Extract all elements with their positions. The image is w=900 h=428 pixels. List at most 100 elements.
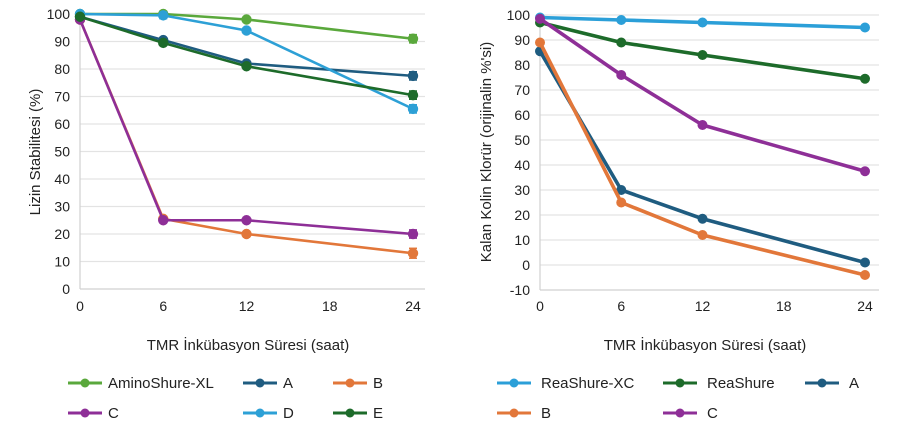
legend-item-b: B: [497, 405, 551, 422]
y-tick-label: -10: [510, 282, 530, 298]
left-x-axis-title: TMR İnkübasyon Süresi (saat): [147, 336, 350, 354]
series-line: [78, 19, 414, 236]
y-tick-label: 70: [514, 82, 530, 98]
series-line: [538, 17, 866, 173]
left-y-axis-title: Lizin Stabilitesi (%): [27, 89, 44, 216]
y-tick-label: 30: [54, 199, 70, 215]
y-tick-label: 40: [54, 171, 70, 187]
legend-swatch-marker: [509, 378, 519, 388]
x-tick-label: 24: [857, 298, 873, 314]
data-point: [697, 50, 708, 60]
legend-item-reashure: ReaShure: [663, 375, 775, 392]
legend-item-e: E: [333, 405, 383, 422]
legend-swatch-marker: [80, 408, 90, 418]
data-point: [74, 11, 86, 22]
series-b: [535, 37, 870, 280]
legend-label: C: [108, 405, 119, 422]
legend-label: B: [373, 375, 383, 392]
legend-swatch-marker: [675, 378, 685, 388]
legend-item-reashure-xc: ReaShure-XC: [497, 375, 635, 392]
data-point: [158, 10, 169, 21]
y-tick-label: 60: [54, 116, 70, 132]
legend-label: A: [849, 375, 859, 392]
series-e: [74, 11, 419, 101]
series-line: [79, 15, 414, 97]
right-y-axis-title: Kalan Kolin Klorür (orijinalin %'si): [478, 42, 495, 262]
data-point: [860, 166, 870, 177]
y-tick-label: 70: [54, 89, 70, 105]
data-point: [697, 213, 708, 224]
series-line: [538, 41, 866, 277]
y-tick-label: 50: [54, 144, 70, 160]
y-tick-label: 30: [514, 182, 530, 198]
data-point: [241, 215, 252, 226]
data-point: [407, 248, 419, 259]
x-tick-label: 6: [159, 298, 167, 314]
y-tick-label: 40: [514, 157, 530, 173]
y-tick-label: 10: [54, 254, 70, 270]
left-y-tick-labels: 0 10 20 30 40 50 60 70 80 90 100: [47, 6, 71, 297]
left-series-group: [74, 8, 419, 259]
data-point: [407, 103, 419, 115]
series-line: [539, 20, 866, 81]
data-point: [241, 61, 252, 72]
data-point: [158, 37, 169, 49]
data-point: [697, 120, 708, 130]
legend-item-b: B: [333, 375, 383, 392]
y-tick-label: 20: [54, 226, 70, 242]
data-point: [616, 197, 627, 208]
right-chart-choline-chloride: -10 0 10 20 30 40 50 60 70 80 90 100 0 6 12 18 24 Kalan…: [478, 7, 879, 422]
left-chart-lysine-stability: 0 10 20 30 40 50 60 70 80 90 100 0 6 12 18 24 Lizin St…: [27, 6, 425, 422]
legend-swatch-marker: [817, 378, 827, 388]
x-tick-label: 24: [405, 298, 421, 314]
left-legend: AminoShure-XL A B C D E: [68, 375, 383, 422]
data-point: [407, 89, 419, 101]
legend-swatch-marker: [345, 408, 355, 418]
data-point: [697, 17, 708, 28]
left-x-tick-labels: 0 6 12 18 24: [76, 298, 421, 314]
data-point: [158, 215, 169, 226]
y-tick-label: 100: [507, 7, 531, 23]
data-point: [241, 14, 252, 25]
series-reashure: [535, 17, 870, 84]
legend-item-c: C: [663, 405, 718, 422]
data-point: [241, 228, 252, 240]
data-point: [407, 70, 419, 82]
data-point: [860, 257, 870, 268]
series-line: [79, 12, 414, 111]
legend-label: C: [707, 405, 718, 422]
data-point: [407, 228, 419, 240]
y-tick-label: 50: [514, 132, 530, 148]
data-point: [616, 70, 627, 80]
y-tick-label: 90: [54, 34, 70, 50]
y-tick-label: 100: [47, 6, 71, 22]
y-tick-label: 60: [514, 107, 530, 123]
right-y-tick-labels: -10 0 10 20 30 40 50 60 70 80 90 100: [507, 7, 531, 298]
x-tick-label: 12: [239, 298, 255, 314]
series-c: [74, 14, 419, 240]
y-tick-label: 0: [62, 281, 70, 297]
legend-label: AminoShure-XL: [108, 375, 214, 392]
y-tick-label: 20: [514, 207, 530, 223]
right-gridlines: [539, 13, 879, 291]
legend-label: ReaShure-XC: [541, 375, 635, 392]
y-tick-label: 90: [514, 32, 530, 48]
data-point: [860, 73, 870, 84]
legend-label: A: [283, 375, 293, 392]
data-point: [616, 37, 627, 48]
y-tick-label: 80: [514, 57, 530, 73]
legend-item-aminoshure-xl: AminoShure-XL: [68, 375, 214, 392]
right-x-tick-labels: 0 6 12 18 24: [536, 298, 873, 314]
data-point: [616, 185, 627, 195]
right-x-axis-title: TMR İnkübasyon Süresi (saat): [604, 336, 807, 354]
data-point: [407, 33, 419, 44]
legend-item-a: A: [805, 375, 859, 392]
x-tick-label: 0: [536, 298, 544, 314]
series-line: [539, 15, 866, 30]
x-tick-label: 18: [322, 298, 338, 314]
x-tick-label: 0: [76, 298, 84, 314]
data-point: [697, 230, 708, 240]
data-point: [616, 15, 627, 25]
legend-item-c: C: [68, 405, 119, 422]
